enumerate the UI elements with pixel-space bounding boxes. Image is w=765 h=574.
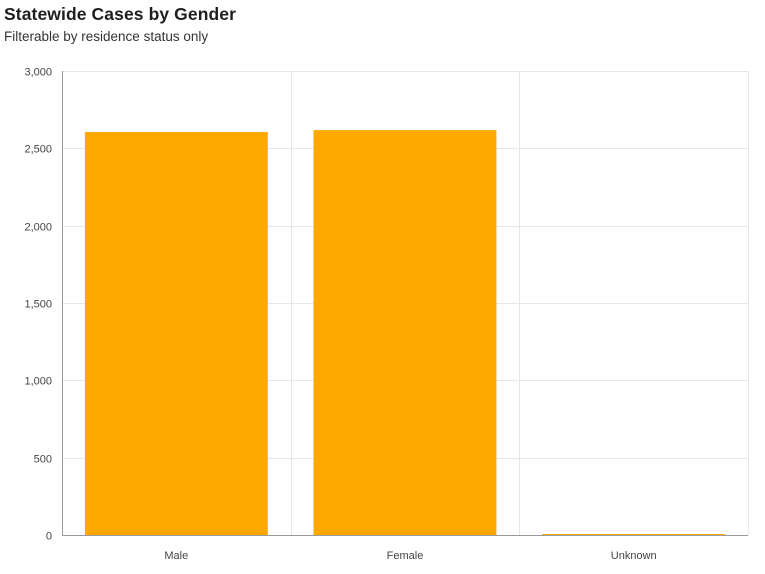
y-tick-label: 2,500 (24, 144, 52, 156)
y-tick-label: 1,500 (24, 299, 52, 311)
x-tick-label: Female (387, 550, 424, 562)
y-tick-label: 2,000 (24, 222, 52, 234)
x-tick-label: Male (164, 550, 188, 562)
y-tick-label: 3,000 (24, 67, 52, 79)
bar-female (313, 130, 497, 535)
chart-subtitle: Filterable by residence status only (4, 29, 209, 44)
chart-title: Statewide Cases by Gender (4, 4, 237, 24)
y-tick-label: 1,000 (24, 376, 52, 388)
bar-male (84, 132, 268, 535)
x-tick-label: Unknown (611, 550, 657, 562)
chart-header: Statewide Cases by Gender Filterable by … (4, 2, 236, 47)
bar-unknown (542, 534, 726, 535)
y-tick-label: 500 (34, 454, 52, 466)
y-tick-label: 0 (46, 531, 52, 543)
